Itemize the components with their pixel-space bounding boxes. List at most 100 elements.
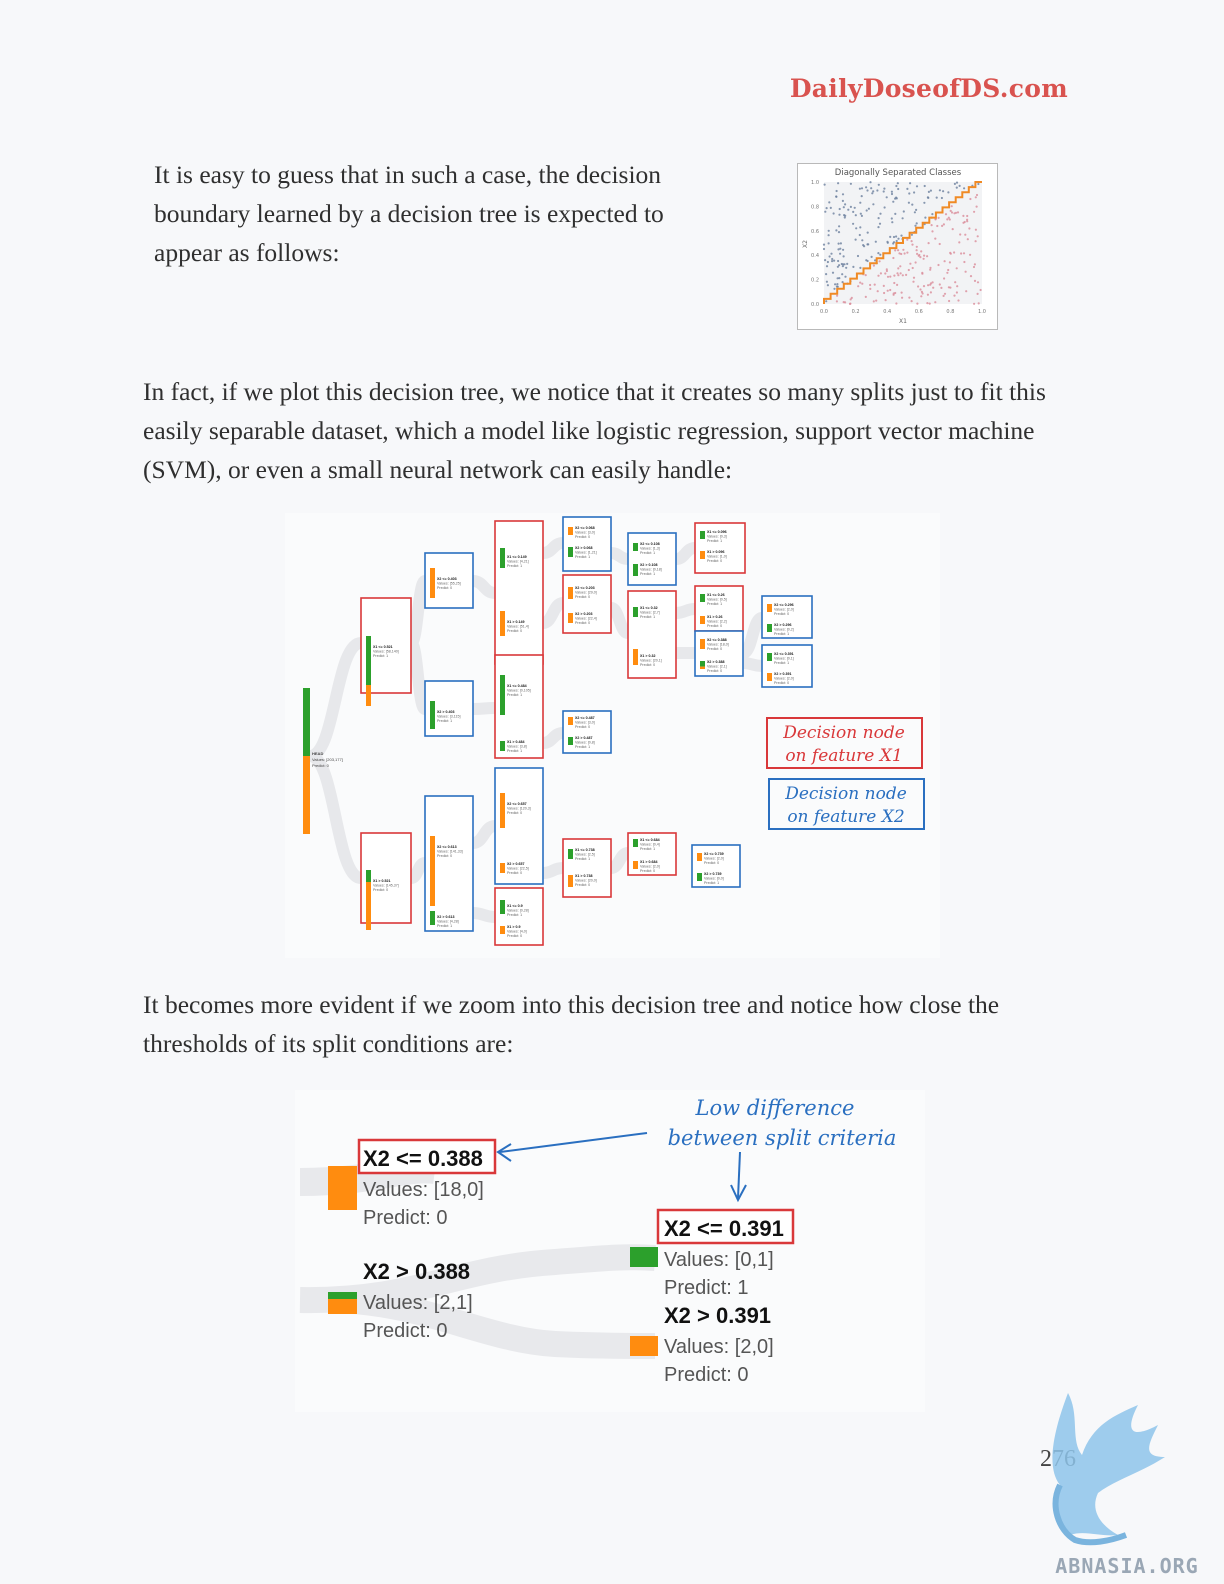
node-text: Values: [0,18] — [640, 568, 662, 572]
node-text: X2 <= 0.739 — [704, 852, 724, 856]
scatter-point — [909, 182, 912, 185]
node-text: X2 <= 0.388 — [707, 638, 727, 642]
node-text: Values: [3,115] — [437, 715, 460, 719]
scatter-point — [947, 191, 950, 194]
scatter-point — [835, 229, 838, 232]
scatter-point — [940, 286, 943, 289]
scatter-point — [915, 245, 918, 248]
scatter-point — [909, 262, 912, 265]
node-text: Values: [2,1] — [707, 665, 727, 669]
node-text: Predict: 1 — [507, 913, 522, 917]
node-text: Values: [55,25] — [437, 582, 461, 586]
scatter-point — [949, 251, 952, 254]
scatter-point — [914, 261, 917, 264]
scatter-point — [867, 207, 870, 210]
node-bar — [430, 836, 435, 906]
node-text: X2 <= 0.068 — [575, 526, 595, 530]
scatter-point — [836, 294, 839, 297]
node-text: Values: [120,3] — [507, 807, 531, 811]
scatter-point — [838, 213, 841, 216]
scatter-point — [882, 284, 885, 287]
node-text: Values: [4,0] — [507, 930, 527, 934]
scatter-point — [832, 212, 835, 215]
node-text: X1 <= 0.738 — [575, 848, 595, 852]
tree-link — [542, 862, 564, 879]
node-text: Predict: 1 — [707, 602, 722, 606]
scatter-point — [896, 272, 899, 275]
scatter-point — [913, 191, 916, 194]
scatter-ytick: 1.0 — [811, 180, 819, 186]
node-text: Values: [0,8] — [575, 741, 595, 745]
scatter-point — [964, 270, 967, 273]
node-text: X1 > 0.684 — [640, 860, 658, 864]
scatter-point — [838, 225, 841, 228]
node-bar — [633, 564, 638, 576]
node-text: Values: [29,0] — [575, 591, 597, 595]
scatter-point — [950, 205, 953, 208]
scatter-point — [859, 226, 862, 229]
node-text: X2 > 0.203 — [575, 612, 593, 616]
scatter-point — [955, 181, 959, 184]
tree-link — [610, 547, 629, 565]
intro-paragraph: It is easy to guess that in such a case,… — [154, 160, 664, 267]
site-header[interactable]: DailyDoseofDS.com — [789, 74, 1068, 103]
node-text: X1 > 0.521 — [373, 879, 391, 883]
scatter-point — [877, 252, 880, 255]
node-text: Values: [0,2] — [774, 628, 794, 632]
tree-link — [740, 612, 765, 659]
node-text: Predict: 0 — [507, 934, 522, 938]
scatter-point — [900, 291, 903, 294]
scatter-point — [842, 206, 845, 209]
scatter-point — [969, 197, 972, 201]
scatter-point — [825, 265, 829, 268]
node-bar-orange — [700, 666, 705, 669]
legend-x2-line1: Decision node — [784, 784, 907, 804]
scatter-point — [931, 213, 934, 216]
node-bar — [568, 587, 573, 599]
node-text: Predict: 0 — [575, 725, 590, 729]
legend-x1-line2: on feature X1 — [785, 746, 902, 766]
node-text: Predict: 1 — [774, 632, 789, 636]
node-text: X2 <= 0.391 — [774, 652, 794, 656]
scatter-point — [839, 242, 842, 245]
tree-legend: Decision node on feature X1 Decision nod… — [766, 717, 925, 830]
scatter-point — [926, 255, 929, 258]
node-text: X2 > 0.388 — [707, 660, 725, 664]
scatter-point — [837, 231, 841, 234]
scatter-point — [915, 185, 919, 188]
scatter-point — [885, 268, 888, 271]
scatter-point — [878, 222, 882, 225]
scatter-point — [822, 247, 826, 251]
node-text: Values: [3,0] — [575, 721, 595, 725]
scatter-point — [866, 243, 869, 246]
scatter-point — [894, 197, 897, 200]
scatter-point — [830, 252, 833, 255]
scatter-ylabel: X2 — [802, 240, 809, 248]
scatter-point — [936, 224, 939, 228]
scatter-point — [934, 301, 937, 304]
node-text: X1 <= 0.484 — [507, 684, 527, 688]
scatter-point — [931, 281, 934, 284]
arrow-left-icon — [499, 1132, 648, 1153]
scatter-point — [917, 254, 920, 257]
scatter-point — [960, 252, 963, 255]
scatter-point — [900, 252, 903, 256]
scatter-point — [833, 259, 836, 262]
scatter-point — [842, 255, 845, 258]
scatter-point — [928, 302, 931, 305]
scatter-point — [889, 288, 892, 292]
scatter-point — [923, 201, 926, 204]
scatter-point — [836, 277, 839, 280]
scatter-point — [895, 184, 898, 188]
scatter-point — [843, 263, 846, 266]
scatter-point — [905, 273, 908, 276]
node-text: X2 > 0.657 — [507, 862, 525, 866]
scatter-point — [934, 218, 937, 221]
scatter-point — [857, 285, 860, 288]
scatter-point — [833, 287, 836, 290]
scatter-point — [912, 276, 916, 279]
node-text: Predict: 0 — [437, 854, 452, 858]
tree-paragraph: In fact, if we plot this decision tree, … — [143, 377, 1046, 484]
